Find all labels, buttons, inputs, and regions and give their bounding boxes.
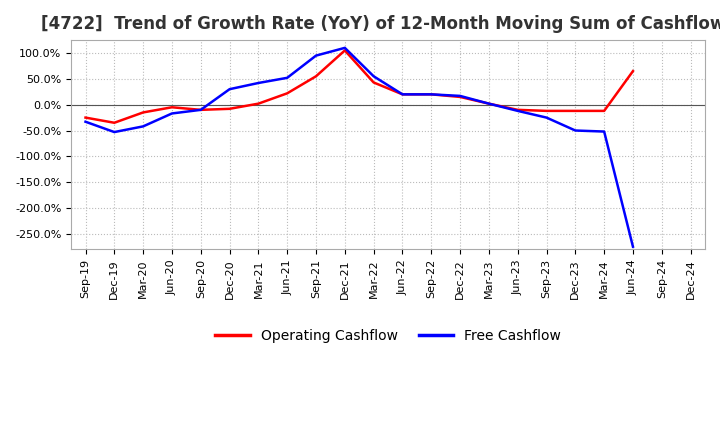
Title: [4722]  Trend of Growth Rate (YoY) of 12-Month Moving Sum of Cashflows: [4722] Trend of Growth Rate (YoY) of 12-… — [41, 15, 720, 33]
Legend: Operating Cashflow, Free Cashflow: Operating Cashflow, Free Cashflow — [210, 323, 567, 348]
